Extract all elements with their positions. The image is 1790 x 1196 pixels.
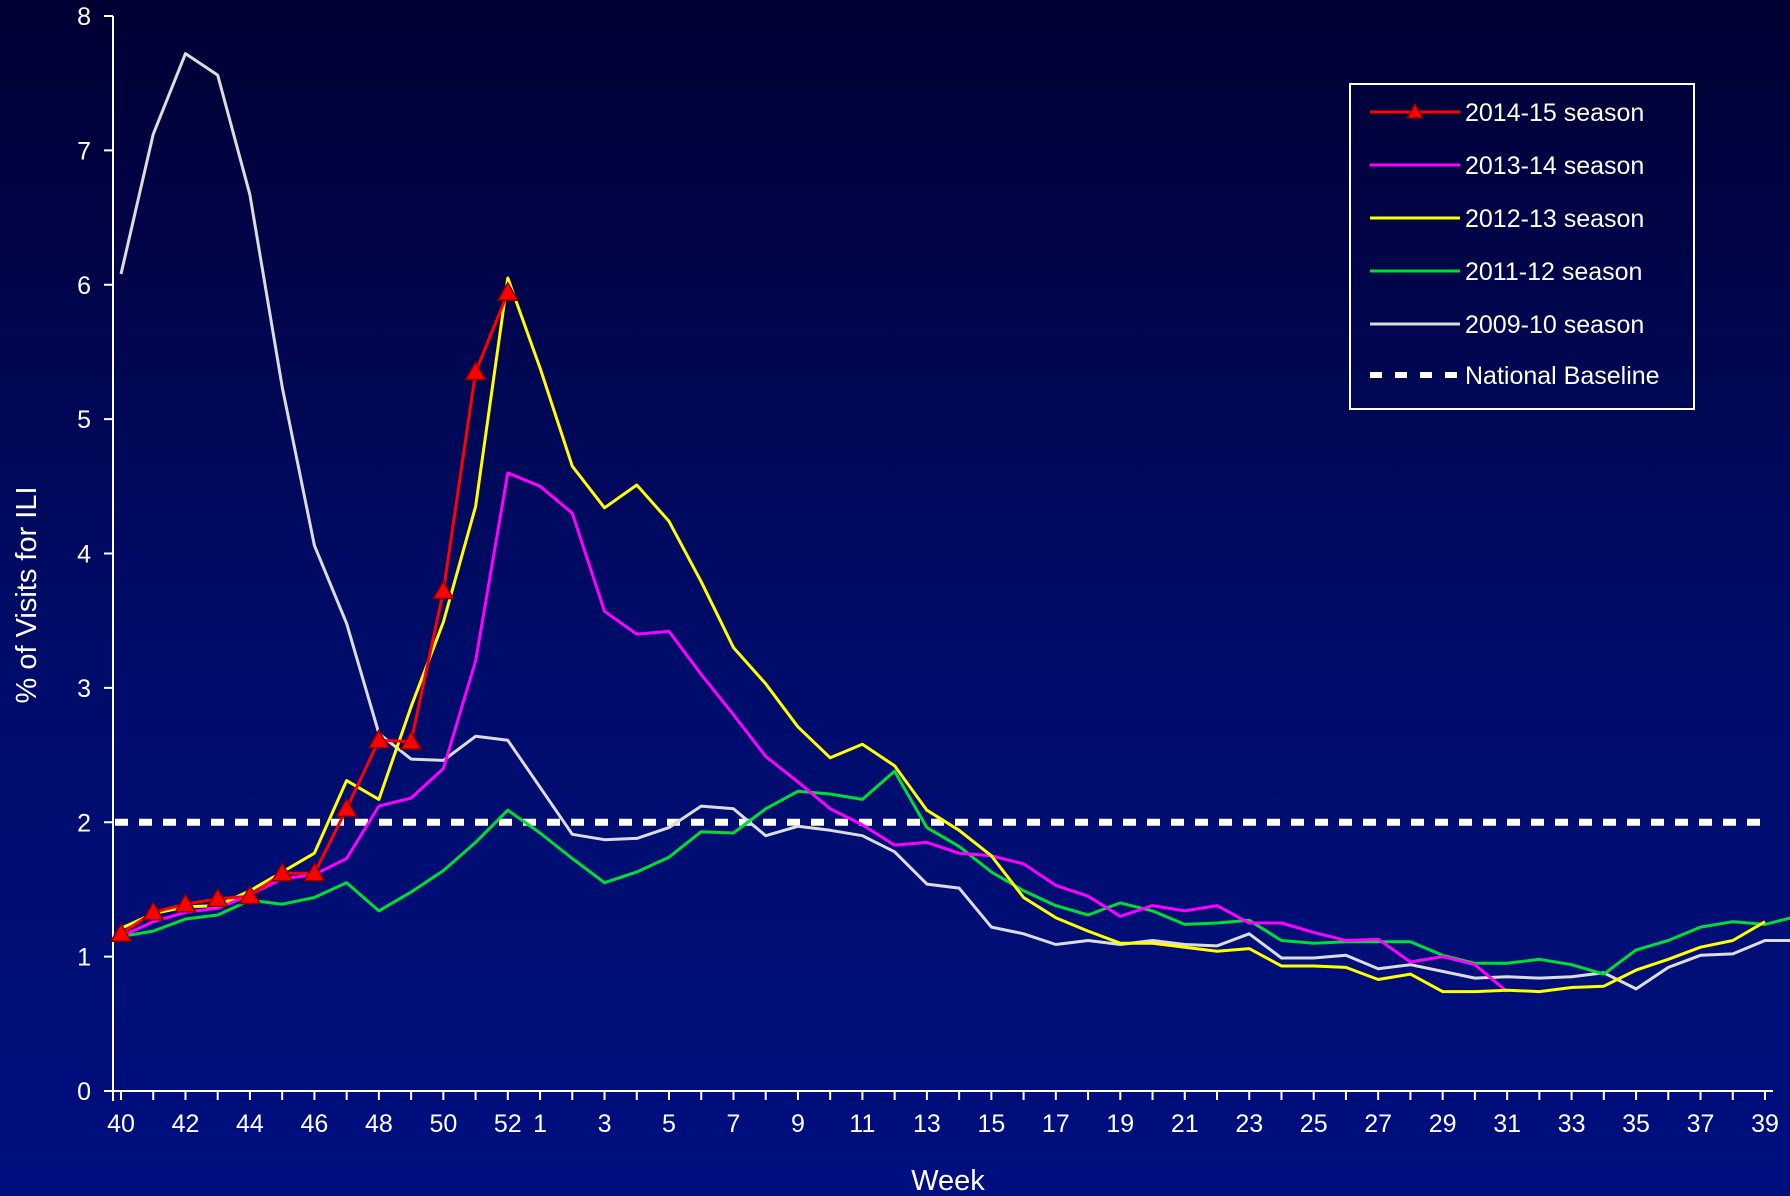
x-tick-label: 50 <box>429 1110 457 1138</box>
series-line-2013-14-season <box>120 471 1509 993</box>
x-tick-label: 27 <box>1364 1110 1392 1138</box>
x-tick-label: 15 <box>977 1110 1005 1138</box>
x-tick-label: 7 <box>727 1110 741 1138</box>
series-line-2011-12-season <box>120 769 1790 976</box>
legend-label-2014-15-season: 2014-15 season <box>1465 99 1644 127</box>
x-tick-label: 31 <box>1493 1110 1521 1138</box>
legend-marker <box>1405 102 1425 119</box>
x-tick-label: 37 <box>1687 1110 1715 1138</box>
x-tick-label: 5 <box>662 1110 676 1138</box>
data-point-marker <box>399 730 423 750</box>
x-tick-label: 25 <box>1300 1110 1328 1138</box>
series-layer <box>109 52 1790 994</box>
legend-label-2012-13-season: 2012-13 season <box>1465 205 1644 233</box>
x-tick-label: 42 <box>172 1110 200 1138</box>
x-tick-label: 17 <box>1042 1110 1070 1138</box>
data-point-marker <box>432 579 455 600</box>
data-point-marker <box>496 281 520 302</box>
data-point-marker <box>206 887 229 908</box>
data-point-marker <box>303 861 326 882</box>
data-point-marker <box>270 861 294 882</box>
y-tick-label: 0 <box>77 1078 91 1106</box>
x-tick-label: 33 <box>1558 1110 1586 1138</box>
data-point-marker <box>174 892 197 913</box>
data-point-marker <box>335 797 358 818</box>
x-tick-label: 9 <box>791 1110 805 1138</box>
x-tick-label: 48 <box>365 1110 393 1138</box>
data-point-marker <box>367 728 391 749</box>
legend-label-2013-14-season: 2013-14 season <box>1465 152 1644 180</box>
x-tick-label: 44 <box>236 1110 264 1138</box>
data-point-marker <box>464 360 487 381</box>
legend-label-2009-10-season: 2009-10 season <box>1465 311 1644 339</box>
x-tick-label: 21 <box>1171 1110 1199 1138</box>
x-tick-label: 19 <box>1106 1110 1134 1138</box>
legend-items: 2014-15 season 2013-14 season 2012-13 seas… <box>1370 99 1660 390</box>
y-axis-title: % of Visits for ILI <box>11 486 43 703</box>
x-tick-label: 29 <box>1429 1110 1457 1138</box>
series-line-2012-13-season <box>120 276 1766 994</box>
legend-box <box>1349 83 1695 410</box>
y-tick-label: 6 <box>77 272 91 300</box>
y-axis-ticks: 0 1 2 3 4 5 6 7 8 <box>77 3 113 1106</box>
x-axis-title: Week <box>911 1165 985 1196</box>
x-tick-label: 40 <box>107 1110 135 1138</box>
data-point-marker <box>141 900 165 921</box>
data-point-marker <box>109 922 133 943</box>
x-tick-label: 35 <box>1622 1110 1650 1138</box>
x-tick-label: 1 <box>533 1110 547 1138</box>
y-tick-label: 5 <box>77 406 91 434</box>
y-tick-label: 4 <box>77 541 91 569</box>
x-tick-label: 11 <box>849 1110 875 1138</box>
axes <box>112 16 1773 1101</box>
data-point-marker <box>238 884 262 905</box>
y-tick-label: 3 <box>77 675 91 703</box>
y-tick-label: 2 <box>77 809 91 837</box>
legend-label-national-baseline: National Baseline <box>1465 362 1660 390</box>
x-tick-label: 39 <box>1751 1110 1779 1138</box>
x-tick-label: 46 <box>301 1110 329 1138</box>
series-line-2014-15-season <box>120 292 510 936</box>
x-tick-label: 13 <box>913 1110 941 1138</box>
y-tick-label: 1 <box>77 944 91 972</box>
x-tick-label: 52 <box>494 1110 522 1138</box>
series-line-2009-10-season <box>119 52 1790 991</box>
x-tick-label: 23 <box>1235 1110 1263 1138</box>
x-tick-label: 3 <box>598 1110 612 1138</box>
y-tick-label: 7 <box>77 137 91 165</box>
x-axis-ticks: 40 42 44 46 48 50 52 1 3 5 7 9 11 13 15 17 19 21 23 25 27 29 3… <box>107 1091 1779 1138</box>
legend: 2014-15 season 2013-14 season 2012-13 seas… <box>1349 83 1695 410</box>
legend-label-2011-12-season: 2011-12 season <box>1465 258 1642 286</box>
y-tick-label: 8 <box>77 3 91 31</box>
